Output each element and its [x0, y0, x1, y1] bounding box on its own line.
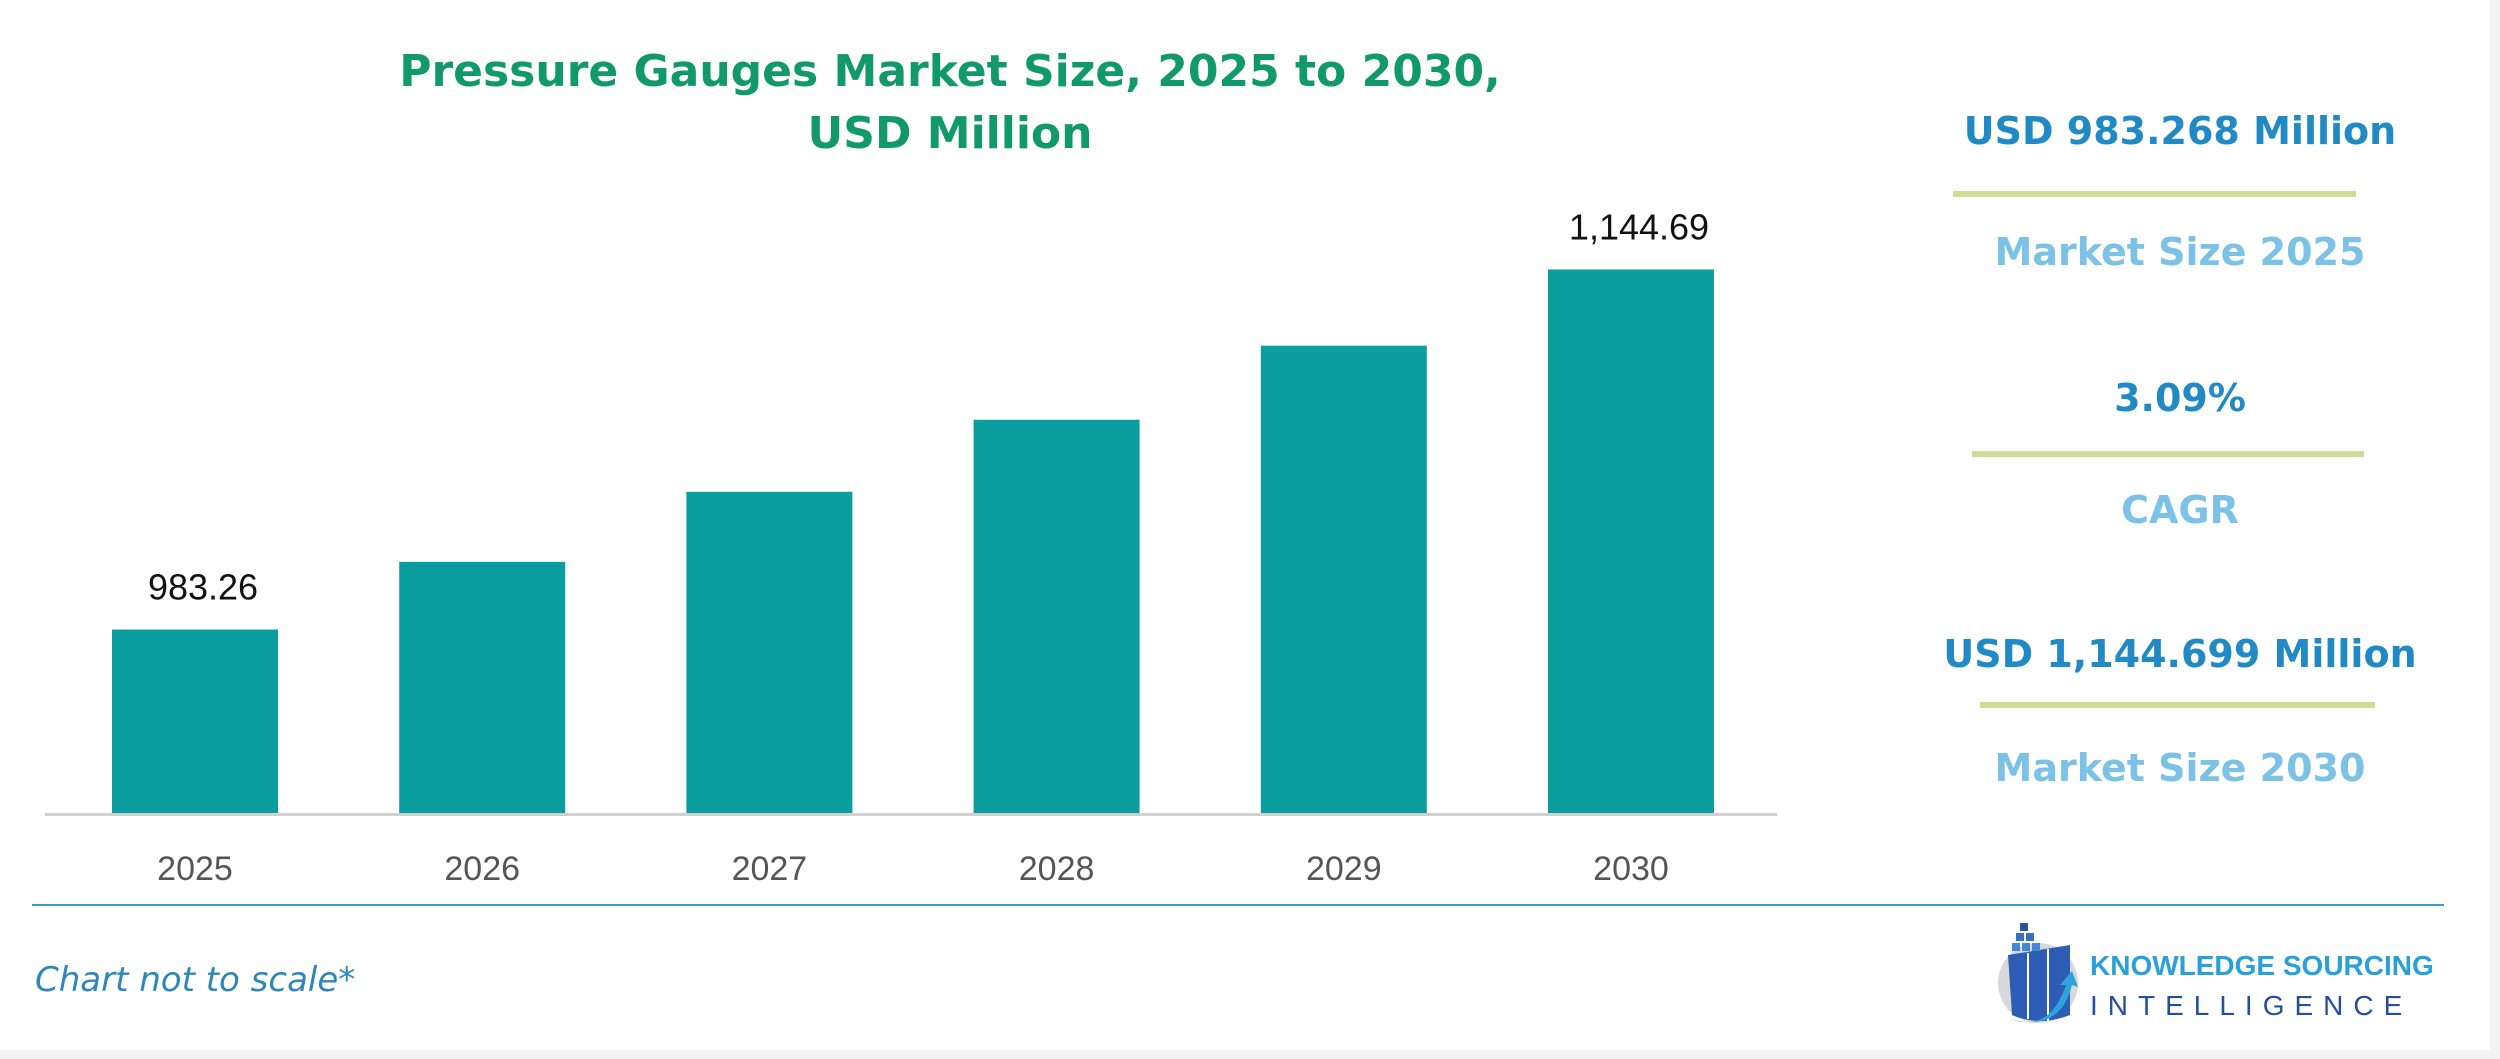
x-tick-label: 2028	[1019, 850, 1095, 888]
bar-2029	[1260, 345, 1427, 813]
market-size-2025-value: USD 983.268 Million	[1963, 109, 2397, 153]
x-tick-label: 2029	[1306, 850, 1382, 888]
market-size-2025-label: Market Size 2025	[1994, 230, 2366, 274]
divider-rule	[1953, 191, 2356, 197]
x-tick-label: 2026	[444, 850, 520, 888]
chart-title-line-1: Pressure Gauges Market Size, 2025 to 203…	[399, 46, 1501, 97]
logo-text-line-2: INTELLIGENCE	[2090, 990, 2412, 1021]
bar-2025	[112, 629, 278, 813]
data-label: 983.26	[148, 567, 258, 608]
x-tick-label: 2025	[157, 850, 233, 888]
x-tick-label: 2027	[732, 850, 808, 888]
cagr-label: CAGR	[2121, 488, 2239, 532]
footnote: Chart not to scale*	[35, 960, 356, 1000]
footer-divider	[32, 904, 2444, 906]
divider-rule	[1980, 702, 2375, 708]
data-label: 1,144.69	[1569, 206, 1709, 247]
chart-title-line-2: USD Million	[807, 108, 1093, 159]
market-size-2030-value: USD 1,144.699 Million	[1943, 632, 2417, 676]
bar-2030	[1548, 269, 1714, 814]
x-tick-label: 2030	[1593, 850, 1669, 888]
bar-chart: 2025 983.26 2026 2027 2028 2029 2030 1,144.69	[45, 206, 1777, 888]
bar-2027	[686, 491, 853, 813]
market-size-2030-label: Market Size 2030	[1994, 746, 2366, 790]
company-logo: KNOWLEDGE SOURCING INTELLIGENCE	[1998, 923, 2434, 1023]
logo-text-line-1: KNOWLEDGE SOURCING	[2090, 950, 2434, 981]
divider-rule	[1972, 451, 2364, 457]
bar-2028	[973, 419, 1140, 813]
bar-2026	[399, 561, 566, 813]
cagr-value: 3.09%	[2114, 376, 2246, 420]
